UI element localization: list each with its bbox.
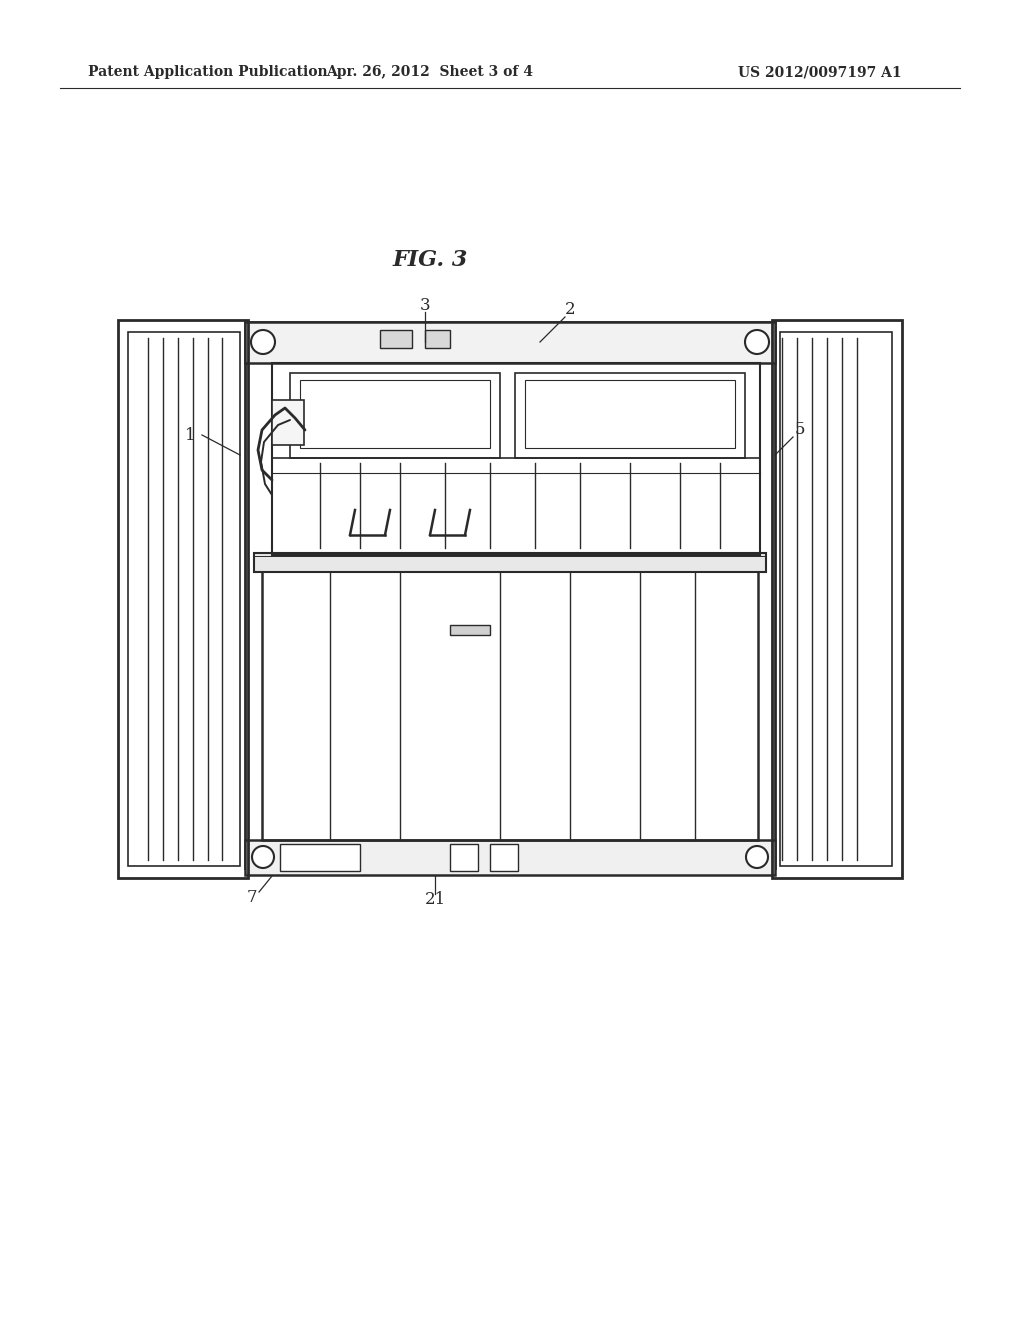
Bar	[262, 565, 758, 840]
Circle shape	[252, 846, 274, 869]
Text: 3: 3	[420, 297, 430, 314]
Bar	[254, 553, 766, 572]
Bar	[272, 400, 304, 445]
Bar	[290, 374, 500, 458]
Bar	[280, 843, 360, 871]
Bar	[272, 363, 760, 554]
Bar	[272, 458, 760, 553]
Text: 1: 1	[184, 426, 196, 444]
Text: 7: 7	[247, 890, 257, 907]
Bar	[525, 380, 735, 447]
Text: 5: 5	[795, 421, 805, 438]
Text: 2: 2	[564, 301, 575, 318]
Bar	[780, 333, 892, 866]
Bar	[450, 843, 478, 871]
Text: FIG. 3: FIG. 3	[392, 249, 468, 271]
Bar	[245, 840, 775, 875]
Circle shape	[746, 846, 768, 869]
Circle shape	[251, 330, 275, 354]
Bar	[515, 374, 745, 458]
Circle shape	[745, 330, 769, 354]
Text: 21: 21	[424, 891, 445, 908]
Bar	[118, 319, 248, 878]
Bar	[425, 330, 450, 348]
Bar	[245, 322, 775, 363]
Text: Patent Application Publication: Patent Application Publication	[88, 65, 328, 79]
Bar	[490, 843, 518, 871]
Bar	[450, 624, 490, 635]
Text: US 2012/0097197 A1: US 2012/0097197 A1	[738, 65, 902, 79]
Bar	[245, 322, 775, 869]
Bar	[128, 333, 240, 866]
Bar	[380, 330, 412, 348]
Bar	[300, 380, 490, 447]
Bar	[772, 319, 902, 878]
Text: Apr. 26, 2012  Sheet 3 of 4: Apr. 26, 2012 Sheet 3 of 4	[327, 65, 534, 79]
